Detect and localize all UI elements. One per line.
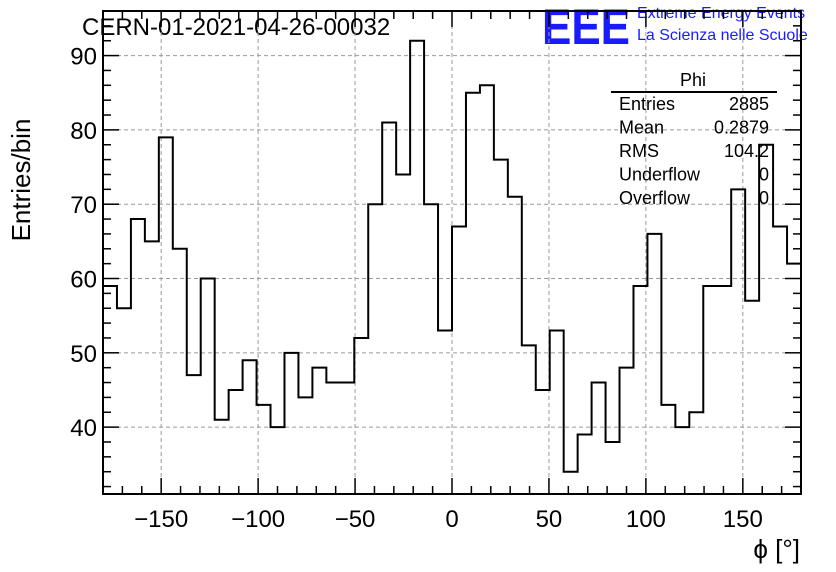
x-tick-label: 150	[723, 506, 763, 533]
logo-mark: EEE	[542, 0, 630, 55]
stats-value: 0.2879	[714, 118, 769, 138]
stats-label: Entries	[619, 94, 675, 114]
x-tick-label: 100	[626, 506, 666, 533]
y-axis-label: Entries/bin	[6, 119, 36, 242]
logo-line-2: La Scienza nelle Scuole	[637, 27, 808, 44]
stats-value: 0	[759, 165, 769, 185]
y-tick-label: 70	[70, 192, 97, 219]
axis-ticks	[103, 11, 801, 494]
y-tick-label: 60	[70, 267, 97, 294]
stats-value: 2885	[729, 94, 769, 114]
stats-value: 0	[759, 188, 769, 208]
x-tick-label: −150	[134, 506, 188, 533]
stats-label: Overflow	[619, 188, 691, 208]
y-tick-label: 90	[70, 44, 97, 71]
stats-box-title: Phi	[680, 70, 706, 90]
x-tick-labels: −150 −100 −50 0 50 100 150	[134, 506, 763, 533]
logo-line-1: Extreme Energy Events	[637, 5, 805, 22]
chart-title: CERN-01-2021-04-26-00032	[82, 14, 390, 41]
y-tick-labels: 40 50 60 70 80 90	[70, 44, 97, 443]
stats-label: Underflow	[619, 165, 701, 185]
stats-value: 104.2	[724, 141, 769, 161]
y-tick-label: 40	[70, 415, 97, 442]
x-axis-label: ϕ [°]	[753, 534, 800, 564]
plot-frame	[102, 10, 802, 495]
x-tick-label: 50	[536, 506, 563, 533]
stats-box: Phi Entries 2885 Mean 0.2879 RMS 104.2 Underfl…	[611, 70, 777, 208]
x-tick-label: −50	[335, 506, 376, 533]
histogram-outline	[103, 39, 801, 473]
y-tick-label: 80	[70, 118, 97, 145]
y-tick-label: 50	[70, 341, 97, 368]
x-tick-label: −100	[231, 506, 285, 533]
eee-logo: EEE Extreme Energy Events La Scienza nel…	[542, 0, 808, 55]
stats-label: Mean	[619, 118, 664, 138]
stats-label: RMS	[619, 141, 659, 161]
x-tick-label: 0	[445, 506, 458, 533]
